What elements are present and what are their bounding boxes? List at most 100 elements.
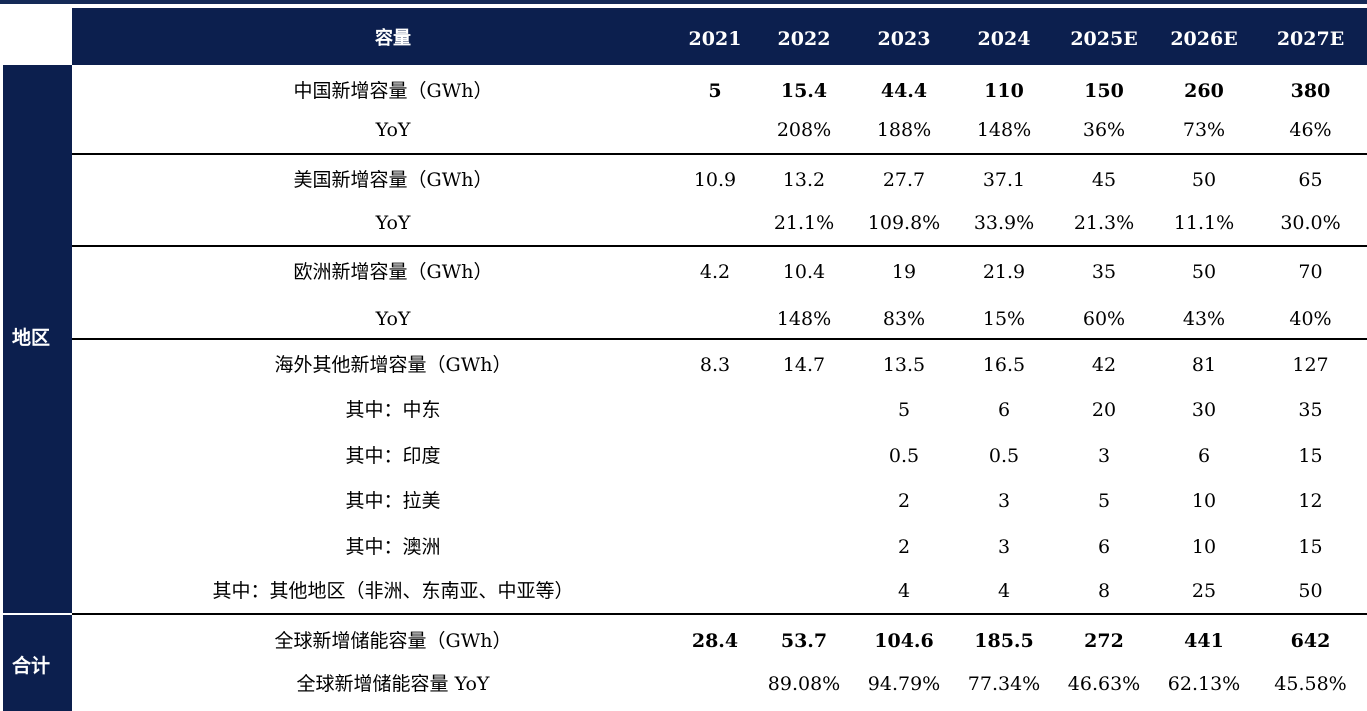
row-value: 40% xyxy=(1289,308,1332,330)
group-divider xyxy=(72,338,1367,340)
table-row: 其中：中东 5 6 20 30 35 xyxy=(72,387,1367,433)
table-row: 其中：其他地区（非洲、东南亚、中亚等） 4 4 8 25 50 xyxy=(72,568,1367,614)
row-value: 148% xyxy=(776,308,832,330)
row-value: 208% xyxy=(776,119,832,141)
table-row: 其中：印度 0.5 0.5 3 6 15 xyxy=(72,433,1367,479)
row-value: 148% xyxy=(976,119,1032,141)
row-value: 20 xyxy=(1091,399,1117,421)
row-value: 30 xyxy=(1191,399,1217,421)
row-value: 104.6 xyxy=(874,630,934,652)
row-label: 其中：拉美 xyxy=(345,490,441,512)
row-value: 272 xyxy=(1084,630,1124,652)
row-value: 0.5 xyxy=(888,445,920,467)
row-value xyxy=(754,433,854,479)
header-year: 2021 xyxy=(688,28,742,50)
row-value xyxy=(676,661,754,707)
row-label: 其中：其他地区（非洲、东南亚、中亚等） xyxy=(212,580,574,602)
header-year: 2025E xyxy=(1070,28,1138,50)
row-value: 109.8% xyxy=(867,212,941,234)
row-value: 4 xyxy=(897,580,911,602)
row-value: 70 xyxy=(1298,261,1323,283)
row-value: 35 xyxy=(1091,261,1117,283)
row-value: 21.1% xyxy=(773,212,835,234)
row-value: 3 xyxy=(997,536,1011,558)
table-row: 全球新增储能容量 YoY 89.08% 94.79% 77.34% 46.63% 62.1… xyxy=(72,661,1367,707)
header-year: 2023 xyxy=(877,28,931,50)
row-value: 50 xyxy=(1191,169,1217,191)
row-label: YoY xyxy=(375,119,411,141)
row-value: 50 xyxy=(1191,261,1217,283)
group-divider xyxy=(72,153,1367,155)
side-label-total: 合计 xyxy=(3,615,72,711)
header-year: 2022 xyxy=(777,28,831,50)
row-value xyxy=(676,478,754,524)
table-row: YoY 148% 83% 15% 60% 43% 40% xyxy=(72,296,1367,342)
row-value: 6 xyxy=(997,399,1011,421)
row-value xyxy=(676,433,754,479)
row-value: 73% xyxy=(1182,119,1226,141)
row-label: YoY xyxy=(375,308,411,330)
row-value: 6 xyxy=(1097,536,1111,558)
row-label: 中国新增容量（GWh） xyxy=(293,80,493,102)
top-rule xyxy=(0,0,1367,4)
row-value xyxy=(754,478,854,524)
row-value xyxy=(676,296,754,342)
row-value: 65 xyxy=(1298,169,1323,191)
table-row: 其中：澳洲 2 3 6 10 15 xyxy=(72,524,1367,570)
table-row: 中国新增容量（GWh） 5 15.4 44.4 110 150 260 380 xyxy=(72,68,1367,114)
row-value: 188% xyxy=(876,119,932,141)
header-label: 容量 xyxy=(375,28,411,49)
row-value: 13.5 xyxy=(882,354,926,376)
row-value: 16.5 xyxy=(982,354,1026,376)
table-row: 欧洲新增容量（GWh） 4.2 10.4 19 21.9 35 50 70 xyxy=(72,249,1367,295)
row-label: 其中：澳洲 xyxy=(345,536,441,558)
side-total-text: 合计 xyxy=(12,655,51,677)
row-value: 81 xyxy=(1191,354,1217,376)
row-value: 15.4 xyxy=(780,80,828,102)
row-value: 642 xyxy=(1290,630,1331,652)
table-row: 海外其他新增容量（GWh） 8.3 14.7 13.5 16.5 42 81 127 xyxy=(72,342,1367,388)
row-value: 5 xyxy=(708,80,722,102)
header-year: 2024 xyxy=(977,28,1031,50)
row-value: 33.9% xyxy=(973,212,1035,234)
row-value: 36% xyxy=(1082,119,1126,141)
row-value: 46% xyxy=(1289,119,1332,141)
row-value: 15% xyxy=(982,308,1026,330)
row-value: 44.4 xyxy=(880,80,928,102)
row-value: 42 xyxy=(1091,354,1117,376)
row-value: 94.79% xyxy=(867,673,941,695)
row-value: 110 xyxy=(984,80,1024,102)
header-year: 2026E xyxy=(1170,28,1238,50)
row-value: 30.0% xyxy=(1280,212,1341,234)
row-value: 6 xyxy=(1197,445,1211,467)
row-value: 13.2 xyxy=(782,169,826,191)
table-row: 美国新增容量（GWh） 10.9 13.2 27.7 37.1 45 50 65 xyxy=(72,157,1367,203)
row-value: 15 xyxy=(1298,445,1323,467)
table-row: 全球新增储能容量（GWh） 28.4 53.7 104.6 185.5 272 441 642 xyxy=(72,618,1367,664)
row-value: 25 xyxy=(1191,580,1217,602)
row-value: 14.7 xyxy=(782,354,826,376)
row-value: 53.7 xyxy=(780,630,828,652)
group-divider xyxy=(72,245,1367,247)
row-value xyxy=(676,387,754,433)
row-value: 46.63% xyxy=(1067,673,1141,695)
row-label: 其中：中东 xyxy=(345,399,441,421)
row-value: 10 xyxy=(1191,490,1217,512)
row-value: 50 xyxy=(1298,580,1323,602)
group-divider xyxy=(72,613,1367,615)
row-value xyxy=(754,524,854,570)
row-value: 19 xyxy=(891,261,917,283)
table-row: 其中：拉美 2 3 5 10 12 xyxy=(72,478,1367,524)
row-value: 43% xyxy=(1182,308,1226,330)
row-value: 15 xyxy=(1298,536,1323,558)
row-value: 45.58% xyxy=(1274,673,1347,695)
row-value: 8 xyxy=(1097,580,1111,602)
row-value: 5 xyxy=(897,399,911,421)
header-year: 2027E xyxy=(1276,28,1345,50)
side-label-region: 地区 xyxy=(3,65,72,613)
row-value xyxy=(676,107,754,153)
table-header: 容量 2021 2022 2023 2024 2025E 2026E 2027E xyxy=(72,8,1367,65)
row-value: 60% xyxy=(1082,308,1126,330)
row-value: 2 xyxy=(897,490,911,512)
row-label: YoY xyxy=(375,212,411,234)
